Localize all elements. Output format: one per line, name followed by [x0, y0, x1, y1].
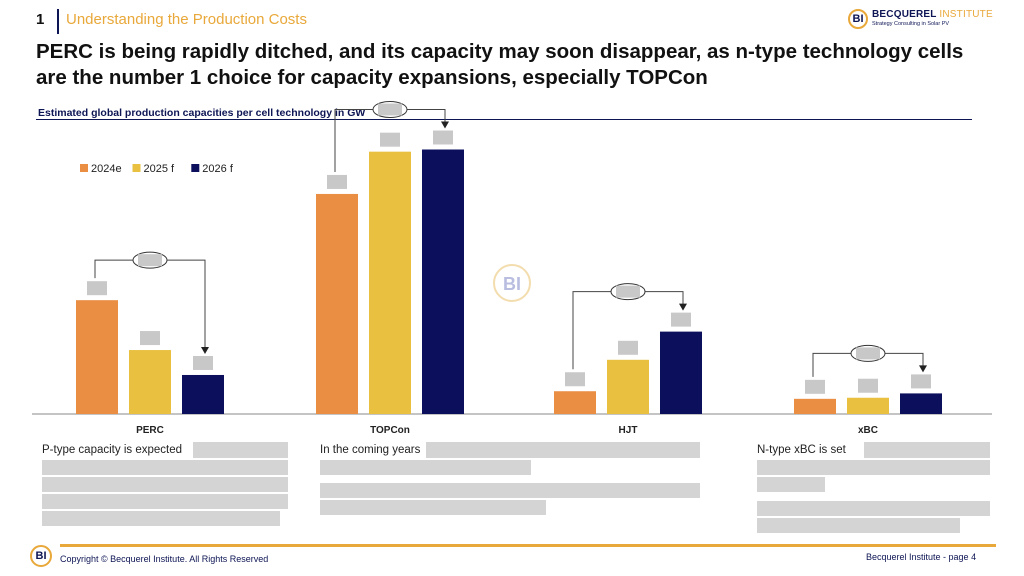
- footer-rule: [60, 544, 996, 547]
- section-number: 1: [36, 11, 45, 28]
- bar-hjt-2024e: [554, 391, 596, 414]
- redacted-text: [320, 460, 531, 475]
- bar-xbc-2025f: [847, 397, 889, 414]
- category-label-perc: PERC: [136, 425, 164, 436]
- redacted-text: [320, 483, 700, 498]
- becquerel-logo: BI BECQUEREL INSTITUTE Strategy Consulti…: [848, 8, 998, 30]
- description-topcon: In the coming years: [320, 444, 421, 456]
- growth-arrowhead: [679, 303, 687, 311]
- legend-label: 2026 f: [202, 163, 234, 175]
- legend-label: 2025 f: [144, 163, 176, 175]
- bar-topcon-2026f: [422, 149, 464, 414]
- slide-headline: PERC is being rapidly ditched, and its c…: [36, 40, 964, 89]
- section-title: Understanding the Production Costs: [66, 11, 307, 28]
- chart-title: Estimated global production capacities p…: [38, 107, 366, 119]
- redacted-text: [426, 442, 700, 458]
- redacted-text: [42, 494, 288, 509]
- data-label-redacted: [327, 174, 347, 189]
- redacted-text: [42, 511, 280, 526]
- bar-topcon-2024e: [316, 193, 358, 414]
- page-number: Becquerel Institute - page 4: [866, 552, 977, 562]
- watermark-mark: BI: [503, 274, 521, 294]
- growth-arrowhead: [919, 365, 927, 373]
- bar-xbc-2026f: [900, 393, 942, 414]
- redacted-text: [320, 500, 546, 515]
- redacted-text: [42, 477, 288, 492]
- growth-arrowhead: [201, 346, 209, 354]
- category-label-hjt: HJT: [619, 425, 638, 436]
- growth-label-redacted: [856, 347, 880, 360]
- redacted-text: [757, 460, 990, 475]
- logo-name-suffix: INSTITUTE: [939, 9, 993, 20]
- data-label-redacted: [140, 331, 160, 346]
- bar-hjt-2026f: [660, 331, 702, 414]
- bar-perc-2024e: [76, 300, 118, 414]
- data-label-redacted: [380, 132, 400, 147]
- data-label-redacted: [87, 281, 107, 296]
- footer-logo: BI: [30, 545, 54, 569]
- legend-swatch: [80, 164, 88, 172]
- data-label-redacted: [805, 379, 825, 394]
- growth-label-redacted: [616, 285, 640, 298]
- bar-perc-2025f: [129, 350, 171, 414]
- data-label-redacted: [433, 130, 453, 145]
- logo-mark: BI: [848, 9, 868, 29]
- category-label-xbc: xBC: [858, 425, 878, 436]
- data-label-redacted: [671, 312, 691, 327]
- category-label-topcon: TOPCon: [370, 425, 410, 436]
- legend-swatch: [191, 164, 200, 172]
- section-divider: [57, 9, 59, 34]
- legend-swatch: [132, 164, 141, 172]
- chart-title-rule: [36, 119, 972, 120]
- logo-tagline: Strategy Consulting in Solar PV: [872, 21, 950, 27]
- redacted-text: [757, 518, 960, 533]
- growth-label-redacted: [138, 254, 162, 267]
- data-label-redacted: [858, 378, 878, 393]
- legend-label: 2024e: [91, 163, 122, 175]
- footer-logo-mark: BI: [30, 545, 52, 567]
- copyright-text: Copyright © Becquerel Institute. All Rig…: [60, 554, 269, 564]
- data-label-redacted: [565, 372, 585, 387]
- redacted-text: [757, 501, 990, 516]
- redacted-text: [193, 442, 288, 458]
- logo-name: BECQUEREL INSTITUTE: [872, 9, 993, 20]
- redacted-text: [42, 460, 288, 475]
- watermark-ring: [493, 264, 531, 302]
- redacted-text: [757, 477, 825, 492]
- description-perc: P-type capacity is expected: [42, 444, 182, 456]
- redacted-text: [864, 442, 990, 458]
- bar-xbc-2024e: [794, 398, 836, 414]
- logo-name-main: BECQUEREL: [872, 9, 937, 20]
- growth-arrowhead: [441, 121, 449, 129]
- data-label-redacted: [618, 340, 638, 355]
- bar-topcon-2025f: [369, 151, 411, 414]
- growth-label-redacted: [378, 103, 402, 116]
- bar-hjt-2025f: [607, 359, 649, 414]
- bar-perc-2026f: [182, 374, 224, 414]
- description-xbc: N-type xBC is set: [757, 444, 846, 456]
- data-label-redacted: [911, 374, 931, 389]
- data-label-redacted: [193, 355, 213, 370]
